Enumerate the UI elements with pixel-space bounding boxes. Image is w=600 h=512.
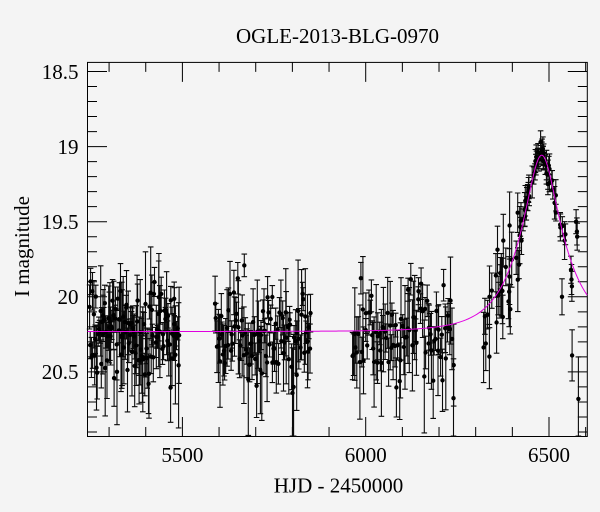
svg-text:6000: 6000 xyxy=(345,443,387,467)
svg-text:I magnitude: I magnitude xyxy=(10,196,34,297)
svg-text:19: 19 xyxy=(58,135,79,159)
svg-text:18.5: 18.5 xyxy=(42,60,79,84)
svg-text:20.5: 20.5 xyxy=(42,360,79,384)
svg-text:5500: 5500 xyxy=(161,443,203,467)
svg-text:OGLE-2013-BLG-0970: OGLE-2013-BLG-0970 xyxy=(236,24,439,48)
svg-text:19.5: 19.5 xyxy=(42,210,79,234)
svg-text:6500: 6500 xyxy=(528,443,570,467)
svg-text:20: 20 xyxy=(58,285,79,309)
svg-text:HJD - 2450000: HJD - 2450000 xyxy=(274,474,404,498)
